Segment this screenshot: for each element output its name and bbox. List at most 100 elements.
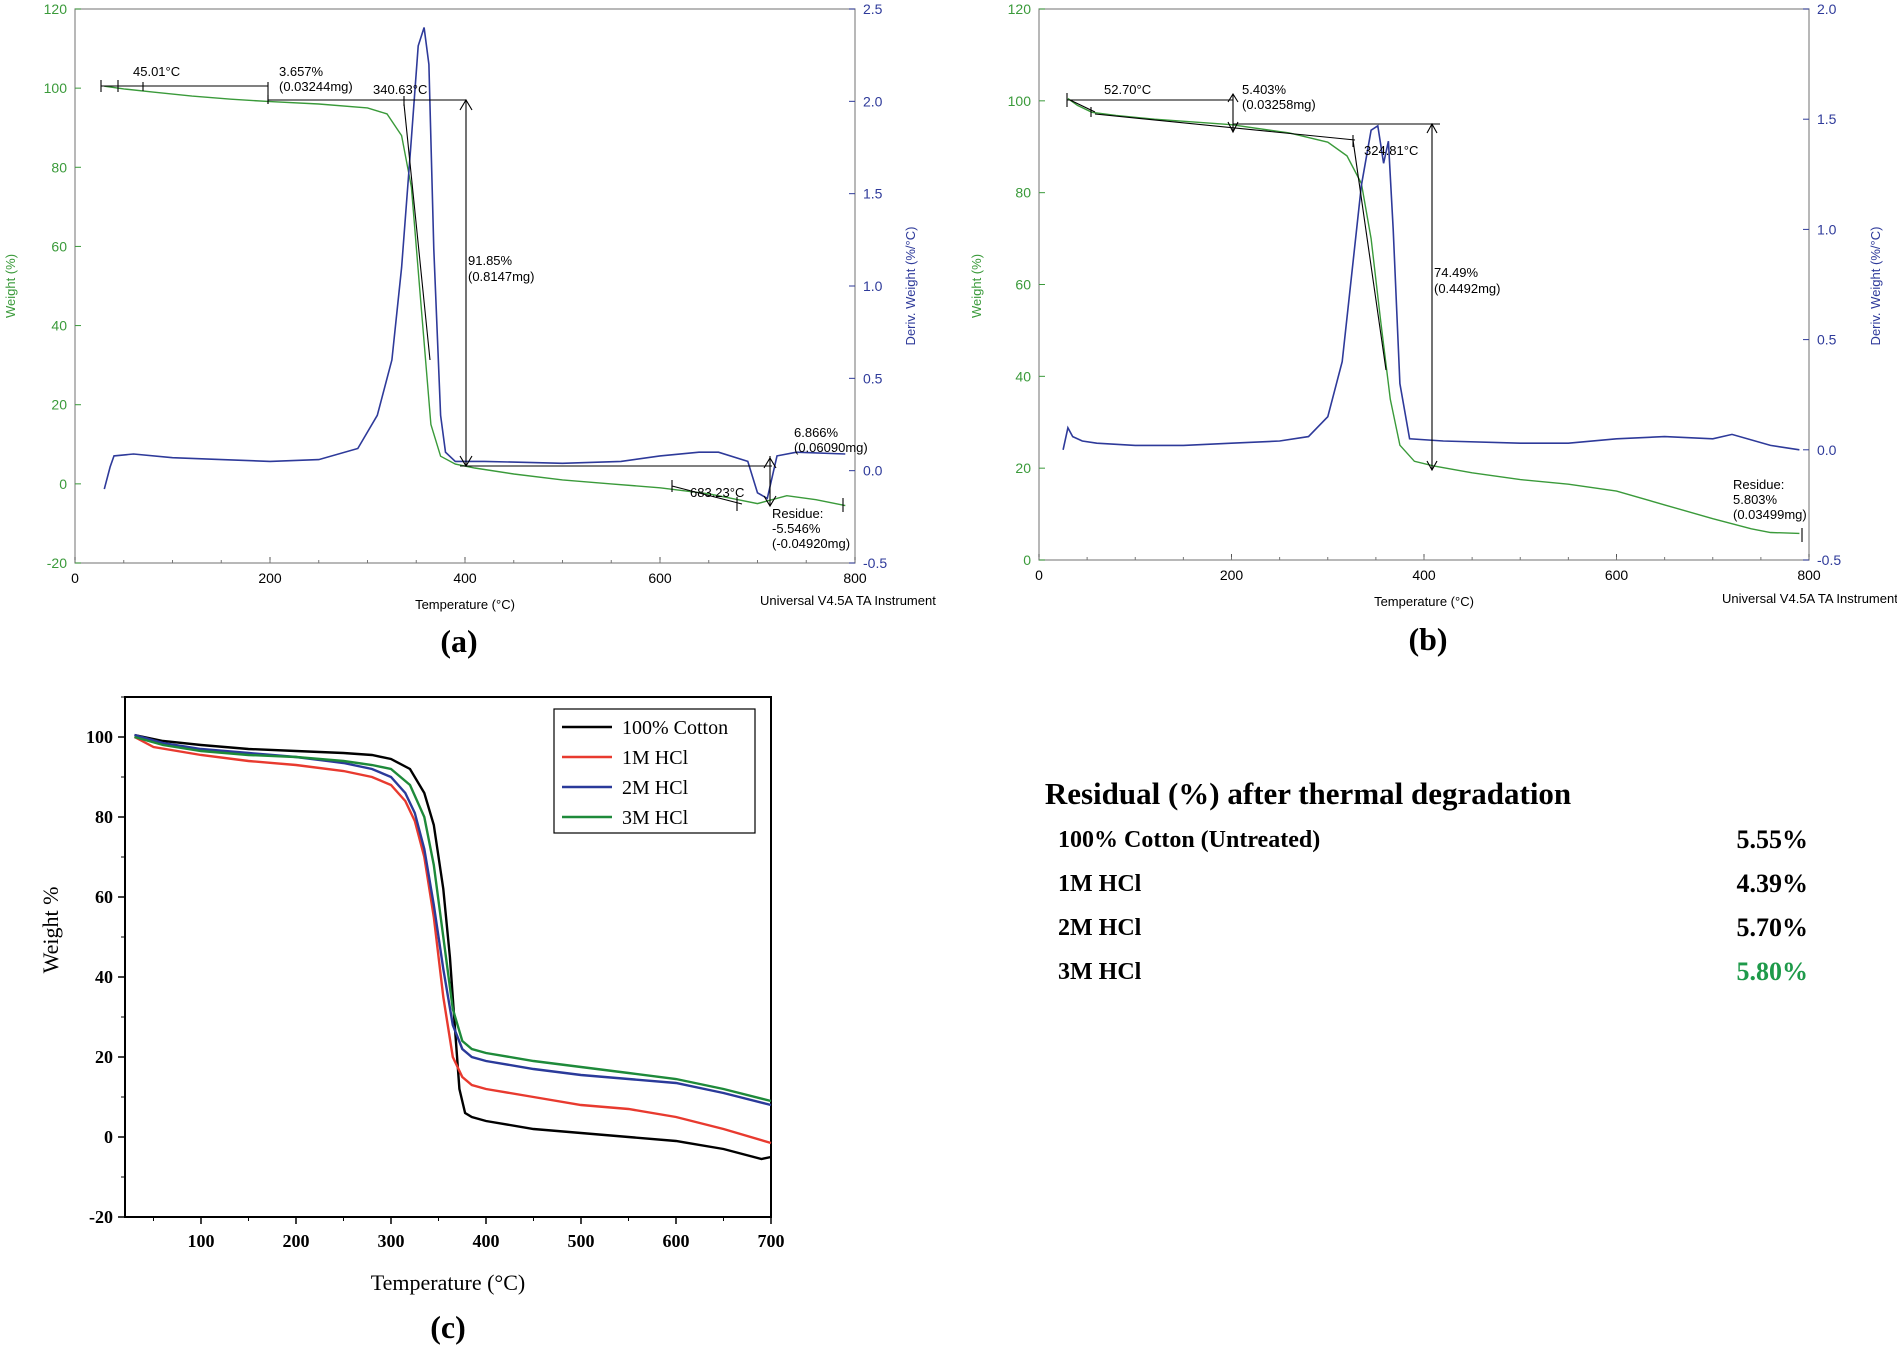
panel-b-ann-7449: 74.49% (0.4492mg) [1434,265,1500,296]
y-left-tick-label: -20 [47,555,67,571]
x-tick-label: 800 [843,570,867,586]
y-left-tick-label: 0 [59,476,67,492]
panel-b-weight-line [1067,97,1800,535]
panel-c-label: (c) [430,1309,466,1345]
x-tick-label: 600 [648,570,672,586]
y-right-tick-label: 2.0 [1817,1,1837,17]
panel-b-footer: Universal V4.5A TA Instruments [1722,591,1897,606]
panel-a-ylabel-left: Weight (%) [3,254,18,318]
y-left-tick-label: 80 [1015,185,1031,201]
panel-c-line-3m [134,735,772,1103]
panel-b-ylabel-right: Deriv. Weight (%/°C) [1868,227,1883,346]
y-tick-label: 40 [95,967,113,987]
y-right-tick-label: 1.5 [1817,111,1837,127]
y-right-tick-label: 1.5 [863,186,883,202]
y-right-tick-label: -0.5 [1817,552,1841,568]
x-tick-label: 800 [1797,567,1821,583]
panel-c-legend: 100% Cotton 1M HCl 2M HCl 3M HCl [553,708,756,834]
panel-a-ann-6866: 6.866% (0.06090mg) [794,425,868,455]
x-tick-label: 0 [71,570,79,586]
table-row-label: 100% Cotton (Untreated) [1058,827,1320,853]
y-right-tick-label: 0.5 [1817,332,1837,348]
x-tick-label: 200 [1220,567,1244,583]
y-left-tick-label: 60 [51,238,67,254]
panel-b-ann-5270: 52.70°C [1104,82,1151,97]
panel-c-frame [124,696,772,1218]
panel-a-ylabel-right: Deriv. Weight (%/°C) [903,227,918,346]
panel-c-line-cotton [134,733,772,1161]
panel-a-footer: Universal V4.5A TA Instrument [760,593,936,608]
legend-box [553,708,756,834]
panel-a-ann-9185: 91.85% (0.8147mg) [468,253,534,284]
legend-label-2m: 2M HCl [622,777,689,799]
panel-b-ann-5403: 5.403% (0.03258mg) [1242,82,1316,112]
y-tick-label: 20 [95,1047,113,1067]
table-row-label: 3M HCl [1058,959,1142,985]
panel-a-frame [74,8,856,564]
y-left-tick-label: 120 [44,1,68,17]
panel-c-line-1m [133,735,772,1145]
x-tick-label: 500 [568,1231,595,1251]
y-tick-label: 60 [95,887,113,907]
panel-a-xlabel: Temperature (°C) [415,597,515,612]
panel-a-ann-34063: 340.63°C [373,82,427,97]
table-row-value: 5.55% [1737,825,1809,854]
panel-a-ann-68323: 683.23°C [690,485,744,500]
panel-a-deriv-line [103,27,846,500]
panel-b-label: (b) [1408,621,1447,657]
y-right-tick-label: 1.0 [863,278,883,294]
panel-b-frame [1038,8,1810,561]
table-row-value-highlight: 5.80% [1737,957,1809,986]
y-tick-label: 0 [104,1127,113,1147]
x-tick-label: 300 [378,1231,405,1251]
panel-c-xlabel: Temperature (°C) [371,1270,525,1295]
x-tick-label: 400 [1412,567,1436,583]
y-left-tick-label: 40 [51,318,67,334]
panel-c-ylabel: Weight % [38,887,63,974]
y-tick-label: 80 [95,807,113,827]
y-right-tick-label: 0.0 [863,463,883,479]
legend-label-cotton: 100% Cotton [622,717,728,739]
x-tick-label: 0 [1035,567,1043,583]
panel-b-analysis-lines [1066,92,1803,542]
y-left-tick-label: 20 [1015,460,1031,476]
panel-b-ylabel-left: Weight (%) [969,254,984,318]
panel-a-analysis-lines [100,80,844,512]
y-tick-label: 100 [86,727,113,747]
panel-b-ann-residue: Residue: 5.803% (0.03499mg) [1733,477,1807,522]
panel-a-ann-residue: Residue: -5.546% (-0.04920mg) [772,506,850,551]
y-left-tick-label: 100 [1008,93,1032,109]
x-tick-label: 200 [283,1231,310,1251]
x-tick-label: 700 [758,1231,785,1251]
panel-b-deriv-line [1062,124,1800,451]
x-tick-label: 400 [453,570,477,586]
panel-a-ann-45: 45.01°C [133,64,180,79]
y-right-tick-label: 1.0 [1817,221,1837,237]
y-left-tick-label: 100 [44,80,68,96]
residual-table: Residual (%) after thermal degradation 1… [1045,776,1808,986]
y-right-tick-label: 0.5 [863,370,883,386]
y-right-tick-label: 2.5 [863,1,883,17]
y-right-tick-label: -0.5 [863,555,887,571]
table-title: Residual (%) after thermal degradation [1045,776,1571,811]
x-tick-label: 400 [473,1231,500,1251]
y-left-tick-label: 0 [1023,552,1031,568]
panel-a-ann-3657: 3.657% (0.03244mg) [279,64,353,94]
y-left-tick-label: 60 [1015,277,1031,293]
panel-b-ann-32481: 324.81°C [1364,143,1418,158]
table-row-label: 1M HCl [1058,871,1142,897]
panel-a-weight-line [104,85,846,507]
y-right-tick-label: 2.0 [863,93,883,109]
y-left-tick-label: 120 [1008,1,1032,17]
y-tick-label: -20 [89,1207,113,1227]
legend-label-1m: 1M HCl [622,747,689,769]
panel-b: 0 200 400 600 800 0 20 40 60 80 100 120 -0.5 0.0 0.5… [969,1,1897,657]
panel-a-label: (a) [440,623,477,659]
panel-c: 100 200 300 400 500 600 700 -20 0 20 40 60 80 100 Te… [38,696,785,1345]
y-right-tick-label: 0.0 [1817,442,1837,458]
panel-b-xlabel: Temperature (°C) [1374,594,1474,609]
table-row-value: 4.39% [1737,869,1809,898]
legend-label-3m: 3M HCl [622,807,689,829]
